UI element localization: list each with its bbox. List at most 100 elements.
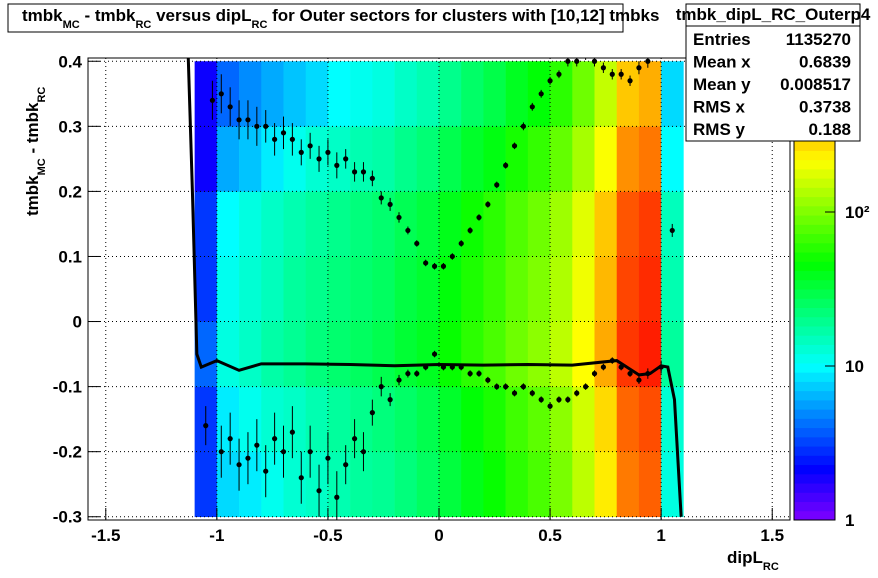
colorbar-step [794, 390, 835, 401]
colorbar-step [794, 344, 835, 355]
heat-cell [372, 61, 395, 127]
chart-title-part: RC [135, 19, 151, 31]
heat-cell [483, 321, 506, 387]
profile-point [494, 384, 500, 390]
heat-cell [372, 386, 395, 452]
heat-cell [283, 321, 307, 387]
profile-point [423, 260, 429, 266]
profile-point [280, 130, 287, 136]
heat-cell [261, 126, 284, 192]
colorbar-step [794, 215, 835, 225]
heat-cell [372, 321, 395, 387]
heat-cell [416, 321, 440, 387]
chart-title-part: MC [63, 19, 80, 31]
profile-point [503, 384, 509, 390]
heat-cell [594, 451, 618, 518]
y-axis-label-part: tmbk [23, 175, 42, 216]
heat-cell [416, 191, 440, 257]
heat-cell [194, 451, 218, 518]
profile-point [538, 91, 544, 97]
colorbar-step [794, 141, 835, 151]
heat-cell [461, 191, 484, 257]
profile-point [378, 384, 384, 390]
colorbar-step [794, 455, 835, 466]
profile-point [618, 71, 624, 77]
profile-point [565, 58, 571, 64]
colorbar-step [794, 464, 835, 475]
heat-cell [461, 256, 484, 322]
colorbar-step [794, 501, 835, 512]
chart-title-part: tmbk [22, 6, 63, 25]
heat-cell [505, 191, 529, 257]
profile-point [387, 397, 393, 403]
heat-cell [550, 191, 573, 257]
heat-cell [327, 386, 351, 452]
heat-cell [216, 126, 240, 192]
profile-point [520, 123, 527, 129]
heat-cell [216, 321, 240, 387]
stats-value: 0.008517 [780, 75, 851, 94]
profile-point [476, 214, 482, 221]
profile-point [467, 227, 473, 234]
heat-cell [527, 191, 551, 257]
heat-cell [283, 126, 307, 192]
stats-label: Mean x [693, 53, 751, 72]
y-tick-label: 0.1 [58, 247, 82, 266]
colorbar-step [794, 362, 835, 373]
heat-cell [505, 61, 529, 127]
profile-point [263, 123, 269, 129]
profile-point [405, 370, 411, 377]
heat-cell [394, 256, 418, 322]
colorbar-step [794, 196, 835, 207]
heat-cell [305, 191, 329, 257]
colorbar-step [794, 316, 835, 327]
heat-cell [483, 191, 506, 257]
profile-point [511, 390, 518, 396]
x-tick-label: -1 [209, 526, 224, 545]
profile-point [360, 449, 367, 455]
heat-cell [350, 126, 373, 192]
profile-point [645, 58, 651, 64]
heat-cell [261, 61, 284, 127]
colorbar-step [794, 187, 835, 198]
profile-point [245, 117, 251, 123]
heat-cell [261, 191, 284, 257]
profile-point [396, 377, 402, 383]
heat-cell [461, 321, 484, 387]
heat-cell [594, 61, 618, 127]
profile-point [227, 436, 233, 442]
heat-cell [483, 386, 506, 452]
heat-cell [261, 256, 284, 322]
heat-cell [283, 61, 307, 127]
profile-point [236, 462, 242, 468]
chart-title-part: RC [252, 19, 268, 31]
profile-point [272, 436, 278, 442]
heat-cell [638, 451, 662, 518]
colorbar-step [794, 150, 835, 161]
heat-cell [305, 386, 329, 452]
heat-cell [350, 61, 373, 127]
profile-point [431, 263, 438, 269]
heat-cell [239, 451, 262, 518]
y-tick-label: 0.4 [58, 52, 82, 71]
heat-cell [594, 386, 618, 452]
heat-cell [416, 256, 440, 322]
profile-point [254, 442, 260, 448]
heat-cell [350, 321, 373, 387]
profile-point [583, 384, 589, 390]
heat-cell [594, 126, 618, 192]
colorbar-step [794, 510, 835, 521]
heat-cell [572, 386, 595, 452]
profile-point [351, 436, 358, 442]
heat-cell [216, 61, 240, 127]
profile-point [280, 449, 287, 455]
profile-point [316, 156, 322, 162]
heat-cell [439, 256, 462, 322]
heat-cell [505, 256, 529, 322]
profile-point [369, 410, 375, 416]
colorbar-step [794, 436, 835, 447]
x-tick-label: 0.5 [538, 526, 562, 545]
profile-point [520, 384, 527, 390]
colorbar-step [794, 372, 835, 382]
profile-point [511, 143, 518, 149]
